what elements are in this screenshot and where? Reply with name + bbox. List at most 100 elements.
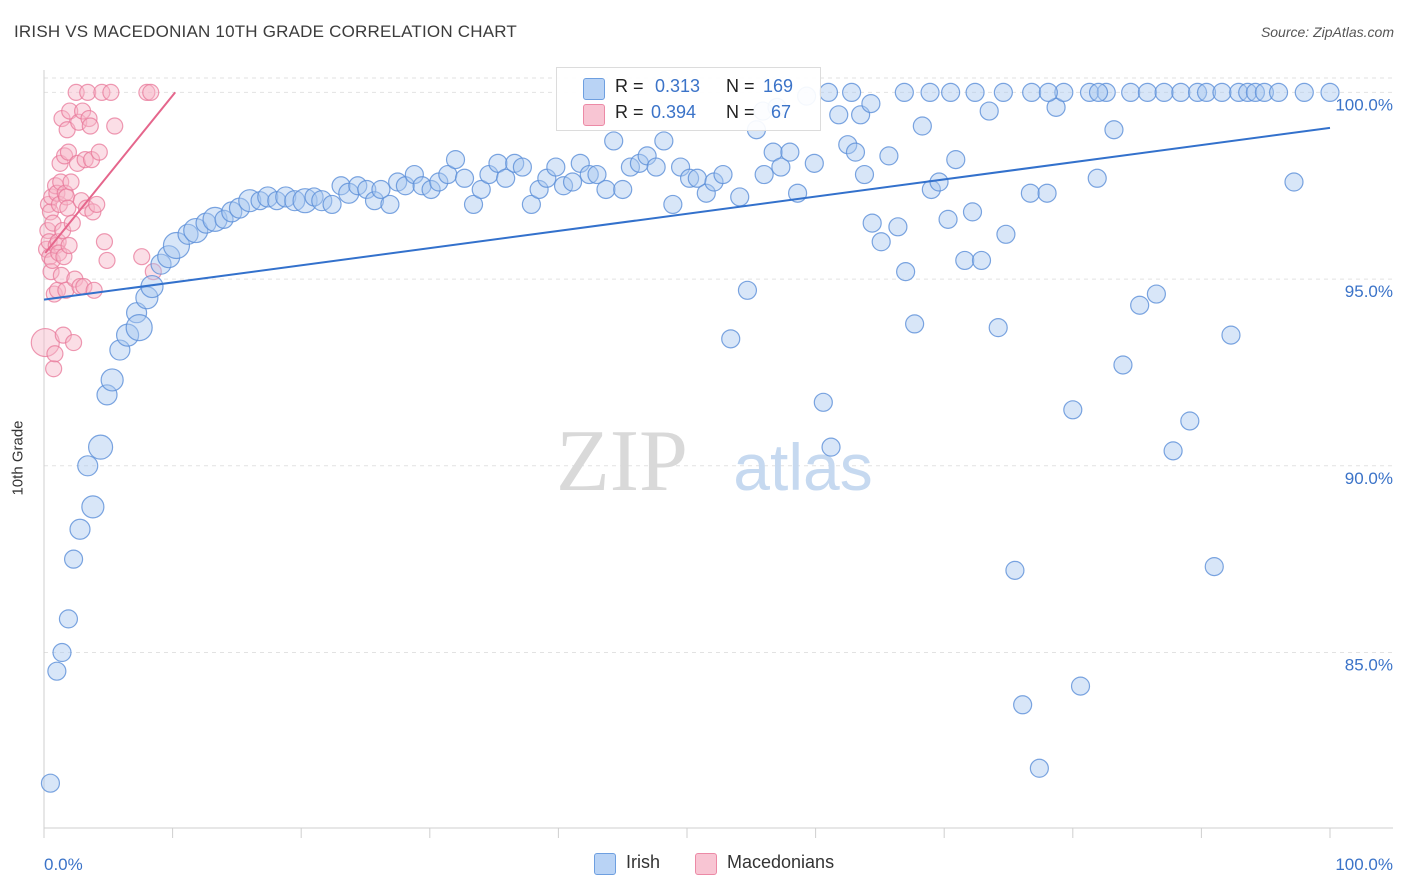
irish-point bbox=[250, 191, 270, 211]
irish-point bbox=[888, 217, 908, 237]
irish-point bbox=[162, 231, 191, 260]
irish-point bbox=[1180, 411, 1200, 431]
irish-point bbox=[529, 179, 549, 200]
correlation-legend: R = 0.313 N = 169 R = 0.394 N = 67 bbox=[556, 67, 821, 131]
irish-point bbox=[463, 194, 484, 215]
watermark-zip: ZIP bbox=[556, 413, 688, 510]
macedonians-point bbox=[95, 233, 114, 251]
irish-point bbox=[993, 82, 1013, 103]
macedonians-point bbox=[59, 143, 78, 161]
irish-point bbox=[1284, 172, 1304, 192]
irish-point bbox=[52, 642, 72, 663]
mac-n-value: 67 bbox=[771, 102, 792, 122]
x-tick-label-start: 0.0% bbox=[44, 855, 83, 874]
irish-point bbox=[1171, 82, 1191, 103]
irish-point bbox=[1088, 82, 1109, 103]
irish-point bbox=[955, 250, 975, 271]
irish-point bbox=[512, 157, 532, 177]
irish-point bbox=[1130, 295, 1150, 315]
macedonians-point bbox=[46, 345, 64, 363]
y-tick-labels: 85.0% 90.0% 95.0% 100.0% bbox=[1335, 95, 1393, 674]
irish-point bbox=[109, 339, 131, 361]
macedonians-point bbox=[138, 83, 156, 102]
irish-point bbox=[87, 434, 114, 460]
irish-point bbox=[663, 194, 683, 215]
irish-legend-label: Irish bbox=[626, 852, 661, 872]
irish-point bbox=[862, 213, 882, 233]
irish-point bbox=[871, 232, 891, 252]
irish-point bbox=[1113, 355, 1133, 375]
irish-point bbox=[579, 164, 599, 185]
irish-point bbox=[177, 223, 199, 245]
irish-point bbox=[896, 262, 916, 282]
irish-point bbox=[941, 82, 961, 103]
irish-point bbox=[971, 250, 992, 271]
macedonians-point bbox=[81, 117, 99, 135]
irish-point bbox=[58, 609, 79, 629]
y-tick-label: 95.0% bbox=[1345, 282, 1393, 301]
irish-point bbox=[613, 179, 633, 200]
irish-point bbox=[1320, 82, 1340, 103]
irish-point bbox=[737, 280, 758, 300]
irish-point bbox=[1121, 82, 1141, 103]
mac-n-label: N = bbox=[726, 102, 755, 122]
irish-point bbox=[763, 142, 783, 162]
irish-point bbox=[1238, 82, 1258, 103]
irish-point bbox=[47, 661, 67, 681]
macedonians-point bbox=[79, 83, 97, 102]
irish-point bbox=[311, 190, 333, 212]
irish-point bbox=[546, 157, 566, 177]
macedonians-point bbox=[102, 83, 120, 102]
irish-point bbox=[679, 168, 700, 188]
irish-point bbox=[292, 188, 318, 214]
irish-point bbox=[1037, 183, 1057, 203]
irish-point bbox=[813, 392, 833, 412]
irish-point bbox=[894, 82, 914, 103]
irish-point bbox=[780, 142, 800, 162]
irish-point bbox=[829, 105, 849, 125]
irish-point bbox=[842, 82, 862, 103]
irish-point bbox=[81, 495, 105, 519]
irish-point bbox=[979, 101, 999, 121]
irish-point bbox=[962, 202, 983, 222]
macedonians-point bbox=[85, 281, 103, 299]
irish-point bbox=[1104, 120, 1124, 140]
macedonians-trend-line bbox=[44, 91, 176, 254]
macedonians-point bbox=[62, 173, 80, 191]
irish-point bbox=[713, 164, 733, 185]
irish-point bbox=[357, 179, 377, 200]
irish-point bbox=[445, 150, 466, 170]
irish-point bbox=[404, 164, 424, 185]
irish-point bbox=[1013, 695, 1033, 715]
macedonians-legend-swatch bbox=[695, 853, 717, 875]
irish-point bbox=[818, 82, 839, 103]
irish-trend-line bbox=[43, 126, 1331, 301]
irish-point bbox=[1022, 82, 1042, 103]
irish-point bbox=[331, 176, 351, 196]
x-tick-label-end: 100.0% bbox=[1335, 855, 1393, 874]
irish-swatch bbox=[583, 78, 605, 100]
irish-point bbox=[1020, 183, 1040, 203]
irish-point bbox=[1038, 82, 1058, 103]
irish-point bbox=[1063, 400, 1083, 420]
irish-point bbox=[96, 384, 118, 406]
macedonians-point bbox=[55, 248, 73, 266]
irish-point bbox=[854, 164, 875, 185]
irish-point bbox=[496, 168, 516, 188]
irish-point bbox=[1146, 284, 1166, 304]
trend-lines bbox=[43, 91, 1331, 301]
macedonians-points bbox=[30, 83, 162, 378]
irish-point bbox=[125, 314, 153, 342]
irish-n-value: 169 bbox=[763, 76, 794, 96]
irish-point bbox=[69, 518, 91, 540]
irish-point bbox=[771, 157, 791, 177]
irish-point bbox=[380, 194, 400, 215]
irish-point bbox=[214, 209, 234, 229]
macedonians-point bbox=[60, 236, 78, 255]
irish-point bbox=[40, 773, 61, 793]
x-tick-labels: 0.0% 100.0% bbox=[44, 855, 1393, 874]
macedonians-point bbox=[93, 83, 111, 102]
y-tick-label: 90.0% bbox=[1345, 469, 1393, 488]
irish-point bbox=[1096, 82, 1116, 103]
irish-point bbox=[322, 194, 342, 215]
